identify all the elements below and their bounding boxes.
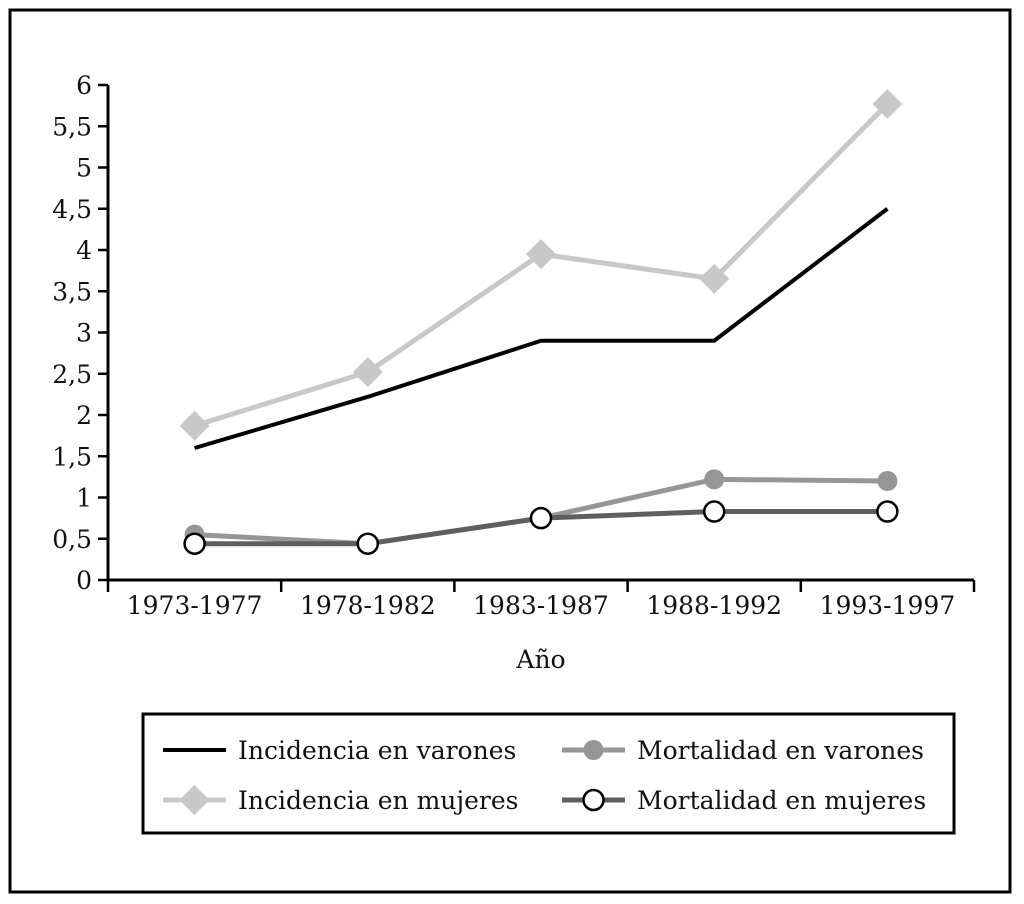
y-tick-label: 2 [76, 401, 92, 430]
legend-label-2: Mortalidad en varones [637, 736, 924, 765]
y-tick-label: 0,5 [52, 525, 92, 554]
data-point-2 [877, 471, 898, 491]
data-point-3 [529, 506, 553, 530]
data-point-1 [352, 357, 383, 388]
data-point-3 [356, 532, 380, 555]
x-tick-label: 1993-1997 [820, 591, 956, 620]
data-point-1 [179, 410, 210, 441]
y-tick-labels: 0 0,5 1 1,5 2 2,5 3 3,5 4 4,5 5 5,5 6 [52, 71, 92, 595]
legend-label-3: Mortalidad en mujeres [637, 786, 926, 815]
series-line-0 [194, 207, 889, 450]
y-tick-label: 0 [76, 566, 92, 595]
y-tick-label: 5 [76, 154, 92, 183]
y-tick-label: 3,5 [52, 277, 92, 306]
series-layer [179, 88, 903, 555]
y-tick-label: 2,5 [52, 360, 92, 389]
y-tick-label: 6 [76, 71, 92, 100]
legend-label-1: Incidencia en mujeres [238, 786, 519, 815]
legend-marker-3 [582, 788, 605, 812]
data-point-3 [183, 532, 206, 555]
x-tick-label: 1988-1992 [646, 591, 782, 620]
data-point-1 [699, 263, 730, 294]
data-point-3 [876, 500, 899, 523]
data-point-1 [872, 88, 903, 119]
legend-label-0: Incidencia en varones [238, 736, 516, 765]
y-tick-label: 1 [76, 484, 92, 513]
data-point-2 [704, 469, 725, 490]
y-tick-label: 1,5 [52, 442, 92, 471]
legend: Incidencia en varones Incidencia en mujer… [163, 736, 926, 815]
y-tick-label: 3 [76, 319, 92, 348]
legend-marker-1 [179, 785, 210, 815]
y-tick-label: 4,5 [52, 195, 92, 224]
legend-box [141, 712, 956, 835]
y-tick-label: 4 [76, 236, 92, 265]
x-tick-label: 1973-1977 [127, 591, 263, 620]
x-tick-label: 1983-1987 [473, 591, 609, 620]
x-tick-label: 1978-1982 [300, 591, 436, 620]
x-tick-labels: 1973-1977 1978-1982 1983-1987 1988-1992 1993… [127, 591, 956, 620]
y-tick-label: 5,5 [52, 112, 92, 141]
data-point-1 [526, 239, 556, 270]
legend-marker-2 [583, 740, 604, 760]
axes [98, 83, 976, 592]
x-axis-label: Año [515, 645, 565, 674]
data-point-3 [702, 500, 726, 523]
